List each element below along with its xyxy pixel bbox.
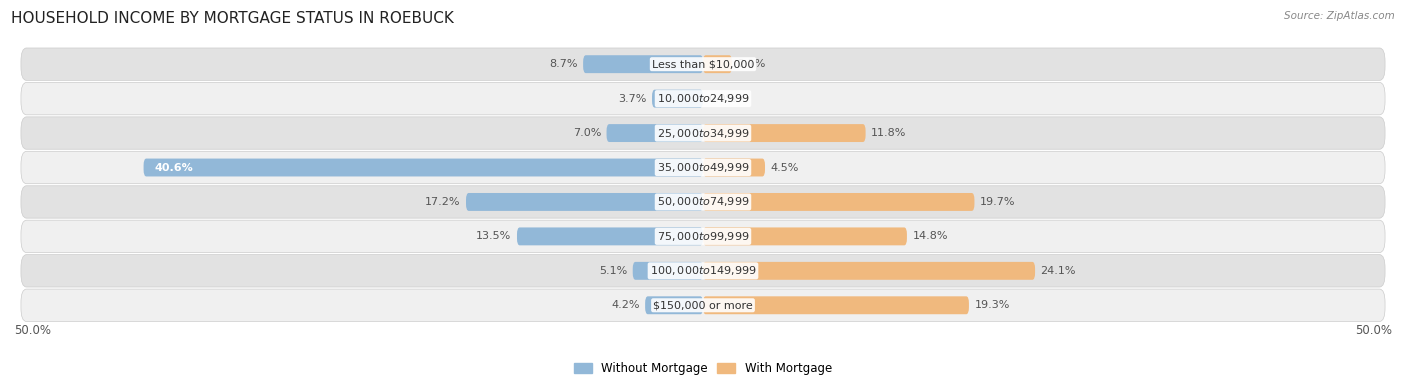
FancyBboxPatch shape	[21, 289, 1385, 322]
Text: 19.7%: 19.7%	[980, 197, 1015, 207]
FancyBboxPatch shape	[21, 254, 1385, 287]
Text: 0.0%: 0.0%	[709, 93, 737, 104]
FancyBboxPatch shape	[606, 124, 703, 142]
Text: 5.1%: 5.1%	[599, 266, 627, 276]
Text: $75,000 to $99,999: $75,000 to $99,999	[657, 230, 749, 243]
FancyBboxPatch shape	[703, 55, 733, 73]
FancyBboxPatch shape	[143, 159, 703, 176]
Text: 7.0%: 7.0%	[572, 128, 600, 138]
Text: 19.3%: 19.3%	[974, 300, 1010, 310]
Text: 2.1%: 2.1%	[738, 59, 766, 69]
Text: 13.5%: 13.5%	[477, 231, 512, 241]
Text: 4.5%: 4.5%	[770, 162, 799, 173]
FancyBboxPatch shape	[703, 227, 907, 245]
FancyBboxPatch shape	[465, 193, 703, 211]
Text: Less than $10,000: Less than $10,000	[652, 59, 754, 69]
FancyBboxPatch shape	[583, 55, 703, 73]
FancyBboxPatch shape	[703, 296, 969, 314]
FancyBboxPatch shape	[633, 262, 703, 280]
Text: 8.7%: 8.7%	[550, 59, 578, 69]
Text: $35,000 to $49,999: $35,000 to $49,999	[657, 161, 749, 174]
Text: 40.6%: 40.6%	[155, 162, 194, 173]
FancyBboxPatch shape	[703, 159, 765, 176]
Text: $100,000 to $149,999: $100,000 to $149,999	[650, 264, 756, 277]
FancyBboxPatch shape	[21, 220, 1385, 253]
FancyBboxPatch shape	[21, 186, 1385, 218]
Legend: Without Mortgage, With Mortgage: Without Mortgage, With Mortgage	[569, 357, 837, 377]
Text: 11.8%: 11.8%	[872, 128, 907, 138]
Text: $150,000 or more: $150,000 or more	[654, 300, 752, 310]
Text: 3.7%: 3.7%	[619, 93, 647, 104]
FancyBboxPatch shape	[652, 90, 703, 107]
FancyBboxPatch shape	[703, 193, 974, 211]
Text: 50.0%: 50.0%	[1355, 324, 1392, 337]
Text: 50.0%: 50.0%	[14, 324, 51, 337]
Text: HOUSEHOLD INCOME BY MORTGAGE STATUS IN ROEBUCK: HOUSEHOLD INCOME BY MORTGAGE STATUS IN R…	[11, 11, 454, 26]
FancyBboxPatch shape	[21, 48, 1385, 80]
Text: 14.8%: 14.8%	[912, 231, 948, 241]
Text: $10,000 to $24,999: $10,000 to $24,999	[657, 92, 749, 105]
FancyBboxPatch shape	[703, 262, 1035, 280]
FancyBboxPatch shape	[21, 151, 1385, 184]
Text: Source: ZipAtlas.com: Source: ZipAtlas.com	[1284, 11, 1395, 21]
Text: 17.2%: 17.2%	[425, 197, 461, 207]
Text: 24.1%: 24.1%	[1040, 266, 1076, 276]
FancyBboxPatch shape	[21, 117, 1385, 149]
Text: 4.2%: 4.2%	[612, 300, 640, 310]
FancyBboxPatch shape	[703, 124, 866, 142]
FancyBboxPatch shape	[517, 227, 703, 245]
FancyBboxPatch shape	[21, 83, 1385, 115]
Text: $50,000 to $74,999: $50,000 to $74,999	[657, 195, 749, 208]
Text: $25,000 to $34,999: $25,000 to $34,999	[657, 127, 749, 139]
FancyBboxPatch shape	[645, 296, 703, 314]
